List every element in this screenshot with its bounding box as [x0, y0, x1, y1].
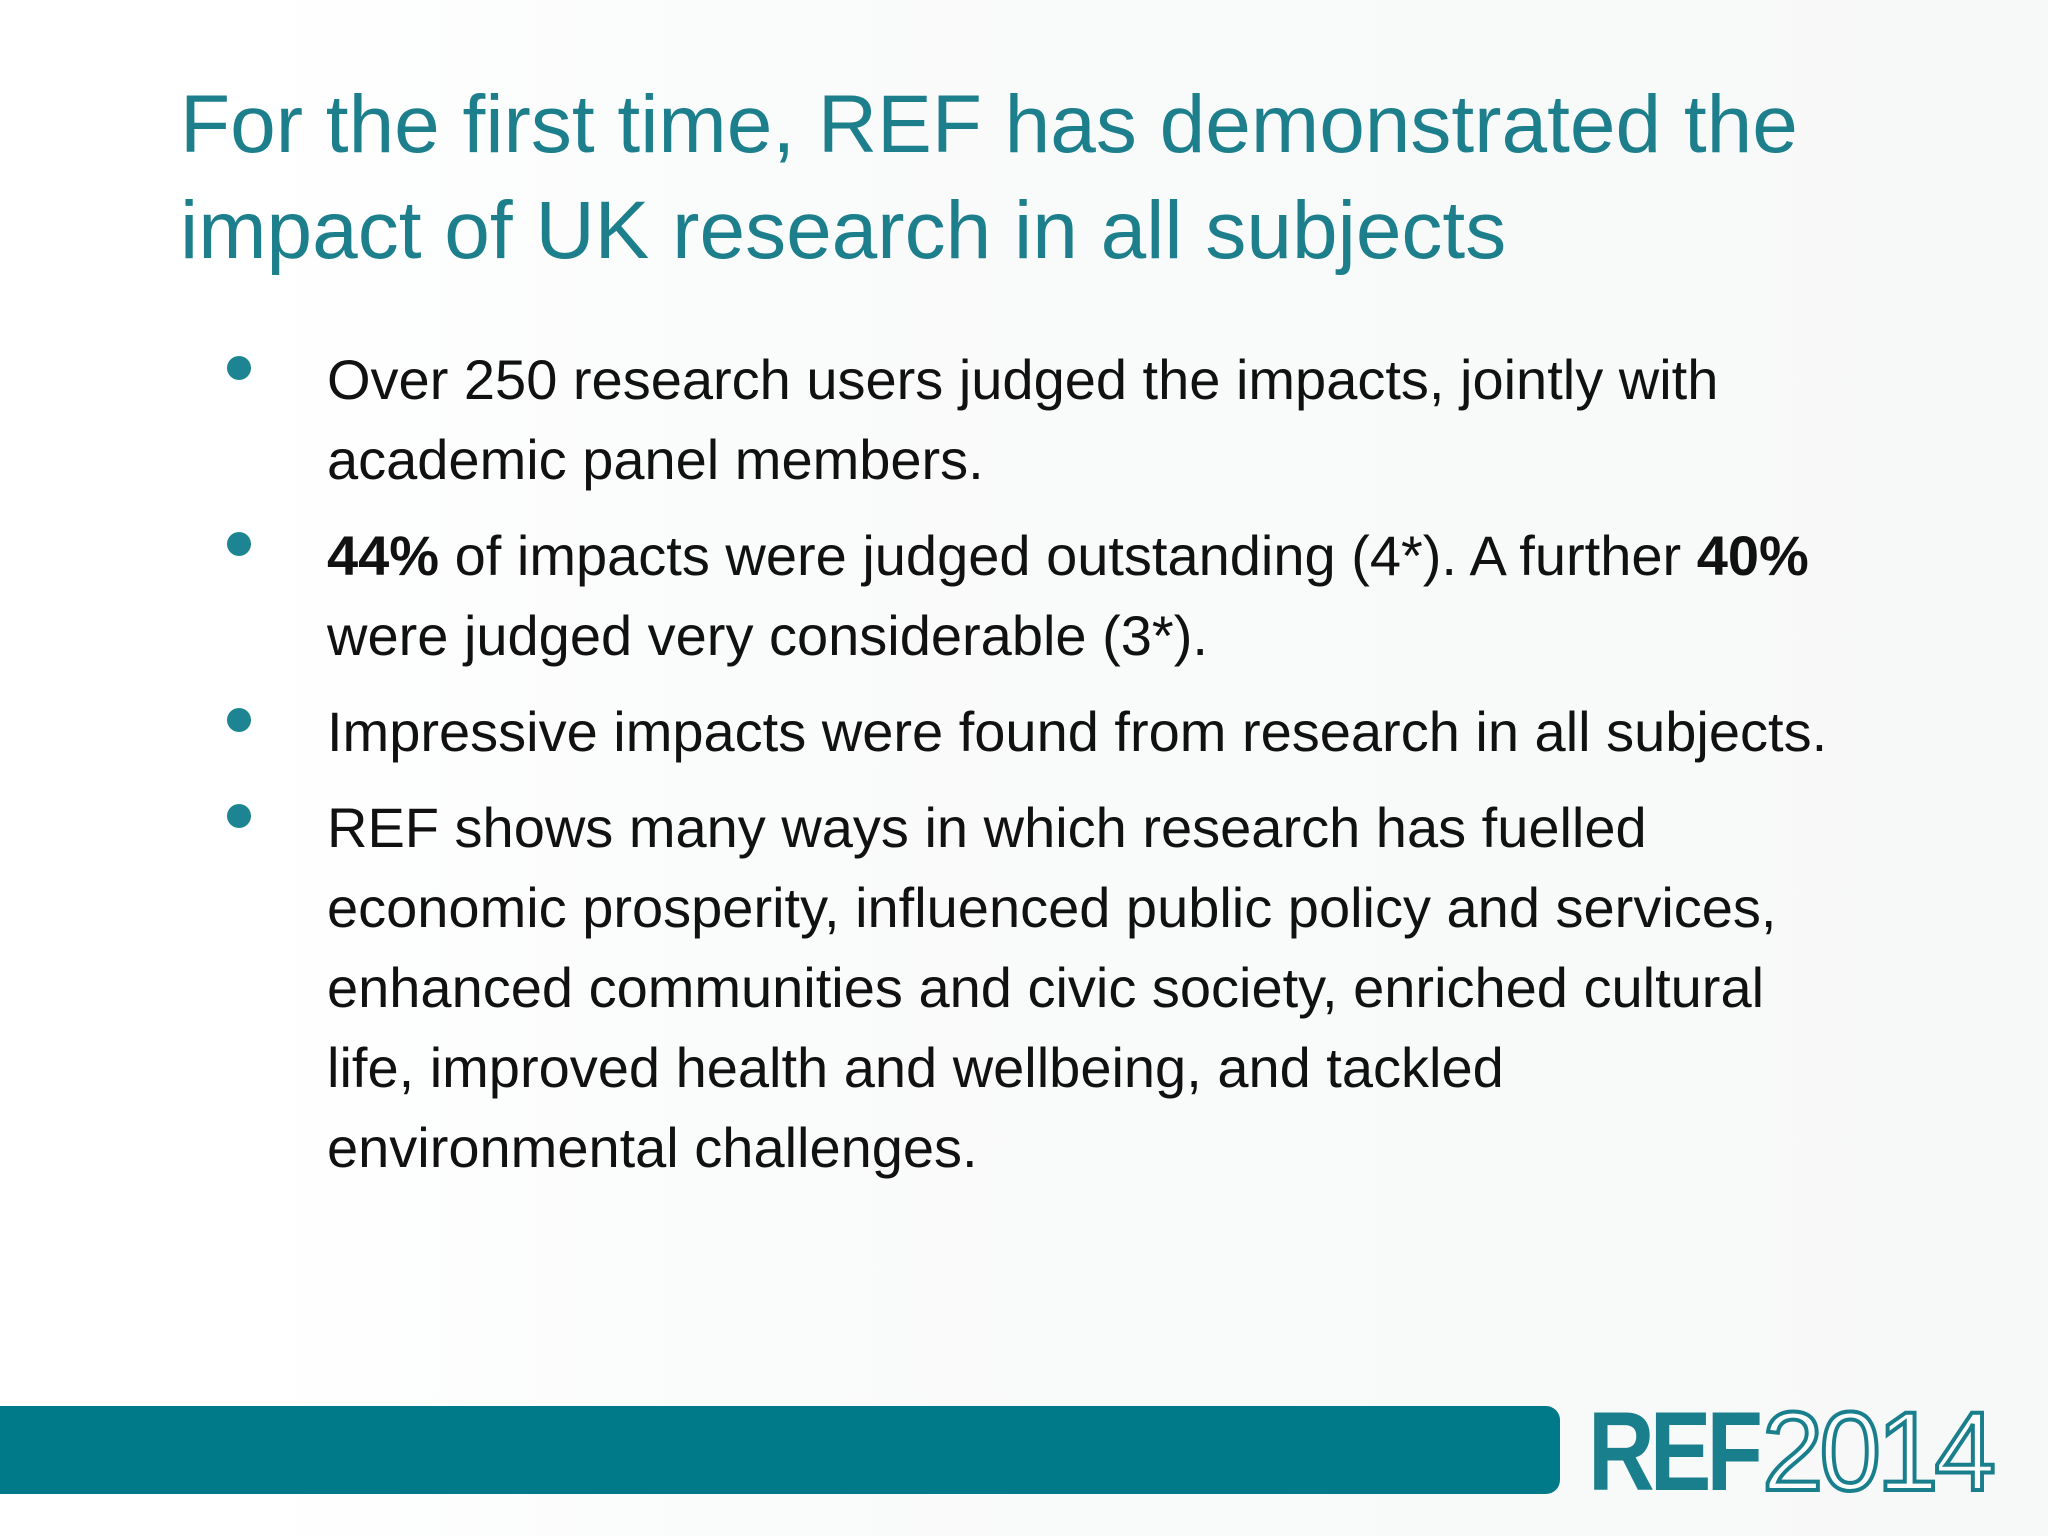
bullet-dot-icon — [227, 804, 251, 828]
bullet-dot-icon — [227, 708, 251, 732]
bullet-dot-icon — [227, 356, 251, 380]
bullet-text-part: were judged very considerable (3*). — [327, 604, 1208, 667]
logo-year-text: 2014 — [1762, 1398, 1994, 1504]
logo-ref-text: REF — [1588, 1398, 1760, 1504]
very-considerable-percent: 40% — [1696, 524, 1809, 587]
bullet-item-research-users: Over 250 research users judged the impac… — [0, 340, 2048, 500]
bullet-text-part: of impacts were judged outstanding (4*).… — [439, 524, 1697, 587]
bullet-item-all-subjects: Impressive impacts were found from resea… — [0, 692, 2048, 772]
outstanding-percent: 44% — [327, 524, 440, 587]
bullet-text: Impressive impacts were found from resea… — [327, 700, 1828, 763]
slide-title: For the first time, REF has demonstrated… — [180, 79, 1798, 276]
bullet-text: REF shows many ways in which research ha… — [327, 796, 1777, 1179]
bullet-text: 44% of impacts were judged outstanding (… — [327, 516, 1857, 676]
bullet-text: Over 250 research users judged the impac… — [327, 348, 1719, 491]
bullet-item-impact-ratings: 44% of impacts were judged outstanding (… — [0, 516, 2048, 676]
bullet-dot-icon — [227, 532, 251, 556]
ref2014-logo: REF 2014 — [1588, 1398, 1998, 1504]
bullet-item-many-ways: REF shows many ways in which research ha… — [0, 788, 2048, 1188]
bullet-list: Over 250 research users judged the impac… — [0, 340, 2048, 1204]
footer-bar — [0, 1406, 1560, 1494]
